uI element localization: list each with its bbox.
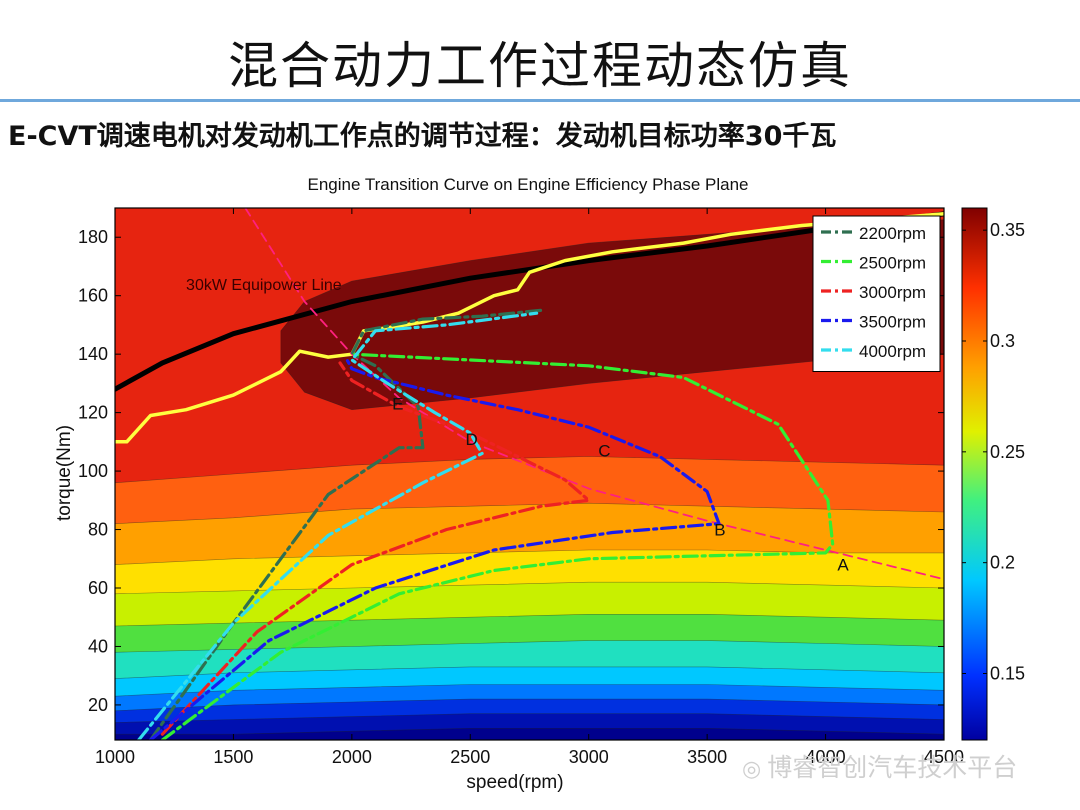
y-tick-label: 60 <box>88 578 108 598</box>
x-tick-label: 3000 <box>569 747 609 767</box>
y-tick-label: 80 <box>88 520 108 540</box>
annotation-d: D <box>466 430 478 449</box>
x-tick-label: 4500 <box>924 747 964 767</box>
legend-label: 2500rpm <box>859 254 926 273</box>
colorbar-tick-label: 0.3 <box>990 331 1015 351</box>
x-axis: 1000 1500 2000 2500 3000 3500 4000 4500 <box>95 208 964 767</box>
contour-fill <box>115 208 944 740</box>
watermark: ◎ 博睿智创汽车技术平台 <box>742 748 1017 784</box>
contour-level-11 <box>280 219 944 411</box>
colorbar: 0.15 0.2 0.25 0.3 0.35 <box>961 207 1025 741</box>
chart-annotations: 30kW Equipower Line A B C D E <box>186 277 849 575</box>
y-axis: 20 40 60 80 100 120 140 160 180 <box>78 227 944 715</box>
x-tick-label: 4000 <box>806 747 846 767</box>
series-line-3500rpm <box>148 358 721 740</box>
series-line-2200rpm <box>148 308 543 740</box>
colorbar-tick-label: 0.35 <box>990 220 1025 240</box>
wechat-icon: ◎ <box>742 757 762 782</box>
annotation-a: A <box>837 555 849 574</box>
annotation-b: B <box>714 520 725 539</box>
slide-subtitle: E-CVT调速电机对发动机工作点的调节过程：发动机目标功率30千瓦 <box>8 121 837 152</box>
series-line-curve-2 <box>244 208 944 581</box>
colorbar-tick-label: 0.25 <box>990 442 1025 462</box>
annotation-e: E <box>392 395 403 414</box>
annotation-c: C <box>598 441 610 460</box>
plot-frame <box>114 207 945 741</box>
series-lines <box>115 208 944 740</box>
legend-label: 3000rpm <box>859 283 926 302</box>
series-line-4000rpm <box>137 311 539 740</box>
x-tick-label: 1000 <box>95 747 135 767</box>
legend-label: 2200rpm <box>859 224 926 243</box>
annotation-equipower: 30kW Equipower Line <box>186 277 342 294</box>
y-tick-label: 140 <box>78 344 108 364</box>
colorbar-gradient <box>961 207 988 741</box>
x-tick-label: 1500 <box>213 747 253 767</box>
x-tick-label: 3500 <box>687 747 727 767</box>
legend-box <box>812 215 941 372</box>
y-tick-label: 100 <box>78 461 108 481</box>
legend-label: 4000rpm <box>859 342 926 361</box>
legend-label: 3500rpm <box>859 313 926 332</box>
x-tick-label: 2000 <box>332 747 372 767</box>
watermark-text: 博睿智创汽车技术平台 <box>767 753 1018 782</box>
y-tick-label: 120 <box>78 403 108 423</box>
x-axis-label: speed(rpm) <box>466 772 563 793</box>
y-tick-label: 180 <box>78 227 108 247</box>
y-axis-label: torque(Nm) <box>54 425 75 521</box>
title-divider <box>0 99 1080 102</box>
slide-title: 混合动力工作过程动态仿真 <box>228 37 852 95</box>
series-line-30kw-equipower-line <box>115 211 944 392</box>
x-tick-label: 2500 <box>450 747 490 767</box>
y-tick-label: 160 <box>78 286 108 306</box>
chart-legend: 2200rpm 2500rpm 3000rpm 3500rpm 4000rpm <box>812 215 941 372</box>
series-line-curve-1 <box>115 212 944 444</box>
colorbar-tick-label: 0.2 <box>990 553 1015 573</box>
series-line-2500rpm <box>160 352 835 740</box>
chart-title: Engine Transition Curve on Engine Effici… <box>307 175 748 194</box>
series-line-3000rpm <box>160 361 591 736</box>
colorbar-tick-label: 0.15 <box>990 664 1025 684</box>
y-tick-label: 40 <box>88 636 108 656</box>
y-tick-label: 20 <box>88 695 108 715</box>
